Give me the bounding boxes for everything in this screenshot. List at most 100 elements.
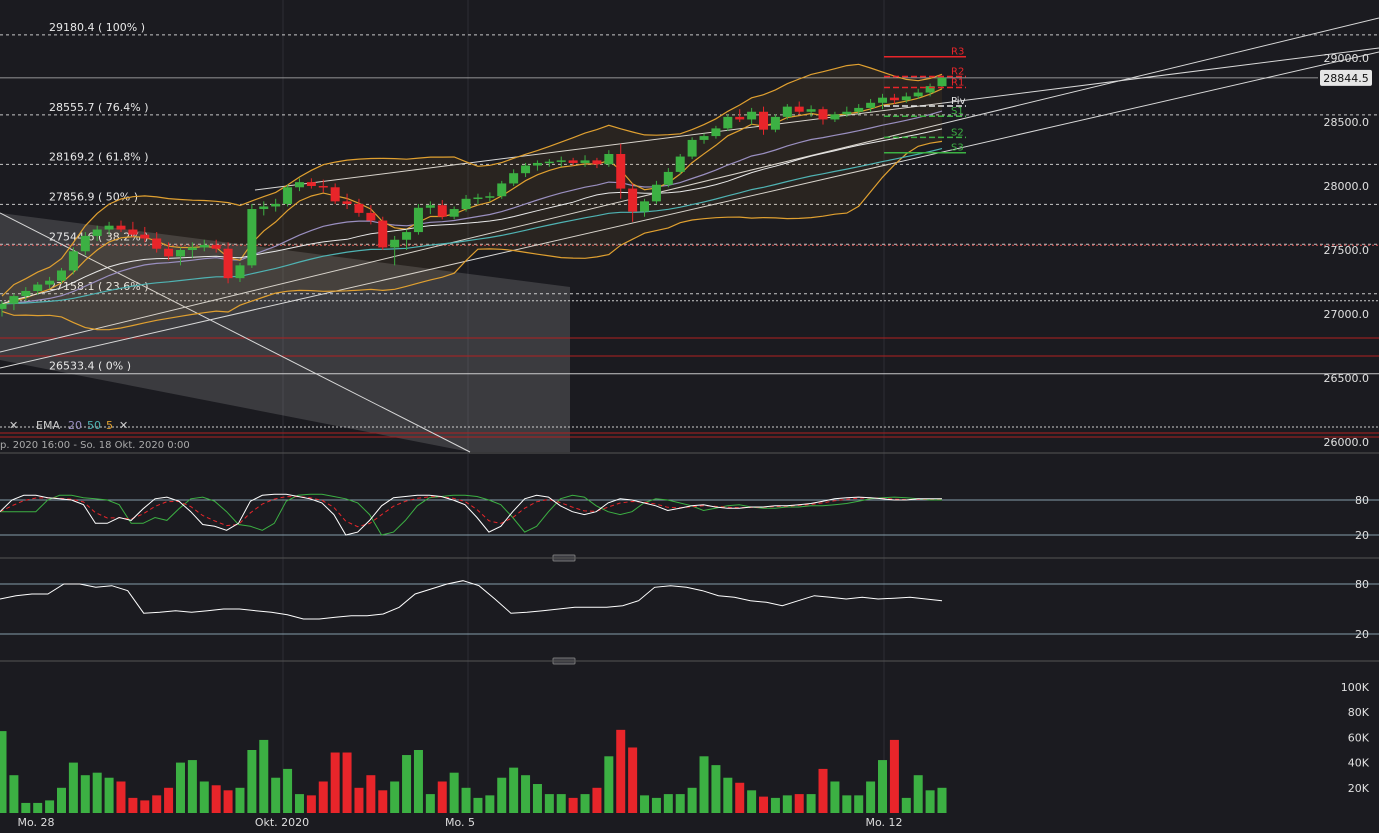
volume-bar <box>0 731 7 813</box>
indicator-legend[interactable]: ✕ EMA 20 50 5 ✕ p. 2020 16:00 - So. 18 Okt. 20… <box>0 419 190 451</box>
trend-line[interactable] <box>0 17 1379 353</box>
candle-body <box>711 128 721 137</box>
candle-body <box>485 196 495 198</box>
price-tick-label: 28500.0 <box>1324 116 1370 129</box>
pivot-label: S3 <box>951 143 964 154</box>
candle-body <box>532 162 542 166</box>
volume-bar <box>413 750 423 813</box>
osc-upper-tick: 80 <box>1355 494 1369 507</box>
volume-bar <box>770 797 780 813</box>
volume-bar <box>342 752 352 813</box>
volume-bar <box>544 794 554 813</box>
candle-body <box>413 207 423 233</box>
volume-bar <box>782 795 792 813</box>
volume-bar <box>330 752 340 813</box>
candle-body <box>366 212 376 221</box>
volume-bar <box>568 797 578 813</box>
fibonacci-levels[interactable]: 29180.4 ( 100% ) 28555.7 ( 76.4% ) 28169.2… <box>0 21 1379 438</box>
legend-remove-icon[interactable]: ✕ <box>119 419 128 432</box>
volume-bar <box>913 775 923 813</box>
volume-bar <box>92 772 102 813</box>
candle-body <box>247 209 257 266</box>
volume-tick-label: 40K <box>1348 757 1370 770</box>
volume-bar <box>747 790 757 813</box>
candle-body <box>306 182 316 186</box>
candle-body <box>937 77 947 87</box>
candle-body <box>509 173 519 184</box>
candle-body <box>675 156 685 172</box>
candle-body <box>747 111 757 120</box>
trend-line[interactable] <box>0 212 471 453</box>
pivot-label: S1 <box>951 106 964 117</box>
volume-bar <box>128 797 138 813</box>
trend-line[interactable] <box>0 51 1379 369</box>
candle-body <box>556 160 566 162</box>
volume-bar <box>235 787 245 813</box>
price-tick-label: 26000.0 <box>1324 436 1370 449</box>
volume-tick-label: 80K <box>1348 706 1370 719</box>
price-tick-label: 27000.0 <box>1324 308 1370 321</box>
pivot-label: R2 <box>951 67 964 78</box>
bollinger-fill <box>2 64 942 330</box>
legend-indicator-name: EMA <box>36 419 60 432</box>
bollinger-lower <box>1 140 943 331</box>
volume-bar <box>675 794 685 813</box>
candle-body <box>21 290 31 297</box>
candle-body <box>568 160 578 163</box>
trend-lines[interactable] <box>0 17 1379 453</box>
price-tick-label: 28000.0 <box>1324 180 1370 193</box>
candle-body <box>770 116 780 130</box>
current-price-badge[interactable] <box>1320 69 1372 86</box>
volume-bar <box>830 781 840 813</box>
candle-body <box>402 232 412 240</box>
candle-body <box>211 244 221 249</box>
volume-bar <box>806 794 816 813</box>
volume-bar <box>521 775 531 813</box>
candle-body <box>842 111 852 115</box>
candle-body <box>449 209 459 217</box>
volume-bar <box>68 762 78 813</box>
volume-bar <box>390 781 400 813</box>
chart-grid <box>282 0 885 810</box>
volume-bar <box>211 785 221 813</box>
ema-20-line <box>1 110 943 305</box>
volume-bar <box>45 800 55 813</box>
price-axis[interactable]: 29000.0 28500.0 28000.0 27500.0 27000.0 26500… <box>1320 52 1372 449</box>
candle-body <box>651 184 661 202</box>
volume-bar <box>33 802 43 813</box>
time-axis: Mo. 28 Okt. 2020 Mo. 5 Mo. 12 <box>17 816 902 829</box>
fib-label: 27544.6 ( 38.2% ) <box>49 230 149 243</box>
candle-body <box>235 265 245 279</box>
candle-body <box>437 205 447 217</box>
ema-50-line <box>1 148 943 305</box>
candle-body <box>723 116 733 129</box>
candle-body <box>56 270 66 281</box>
candle-body <box>759 111 769 130</box>
volume-bar <box>199 781 209 813</box>
pivot-label: R3 <box>951 47 964 58</box>
volume-bar <box>735 782 745 813</box>
candle-body <box>794 106 804 112</box>
volume-bar <box>271 777 281 813</box>
trend-line[interactable] <box>254 47 1379 191</box>
candle-body <box>854 107 864 112</box>
current-price-value: 28844.5 <box>1323 72 1369 85</box>
volume-bar <box>366 775 376 813</box>
fib-label: 29180.4 ( 100% ) <box>49 21 145 34</box>
volume-bar <box>818 768 828 813</box>
time-axis-label: Mo. 5 <box>445 816 475 829</box>
rsi-upper-tick: 80 <box>1355 578 1369 591</box>
volume-bar <box>651 797 661 813</box>
volume-bar <box>21 802 31 813</box>
panel-dividers[interactable] <box>0 452 1379 665</box>
volume-bar <box>711 765 721 813</box>
candle-body <box>640 201 650 212</box>
range-label: p. 2020 16:00 - So. 18 Okt. 2020 0:00 <box>0 440 190 451</box>
candle-body <box>425 205 435 208</box>
pivot-label: R1 <box>951 77 964 88</box>
legend-close-icon[interactable]: ✕ <box>9 419 18 432</box>
volume-bar <box>604 756 614 813</box>
rsi-lower-tick: 20 <box>1355 628 1369 641</box>
